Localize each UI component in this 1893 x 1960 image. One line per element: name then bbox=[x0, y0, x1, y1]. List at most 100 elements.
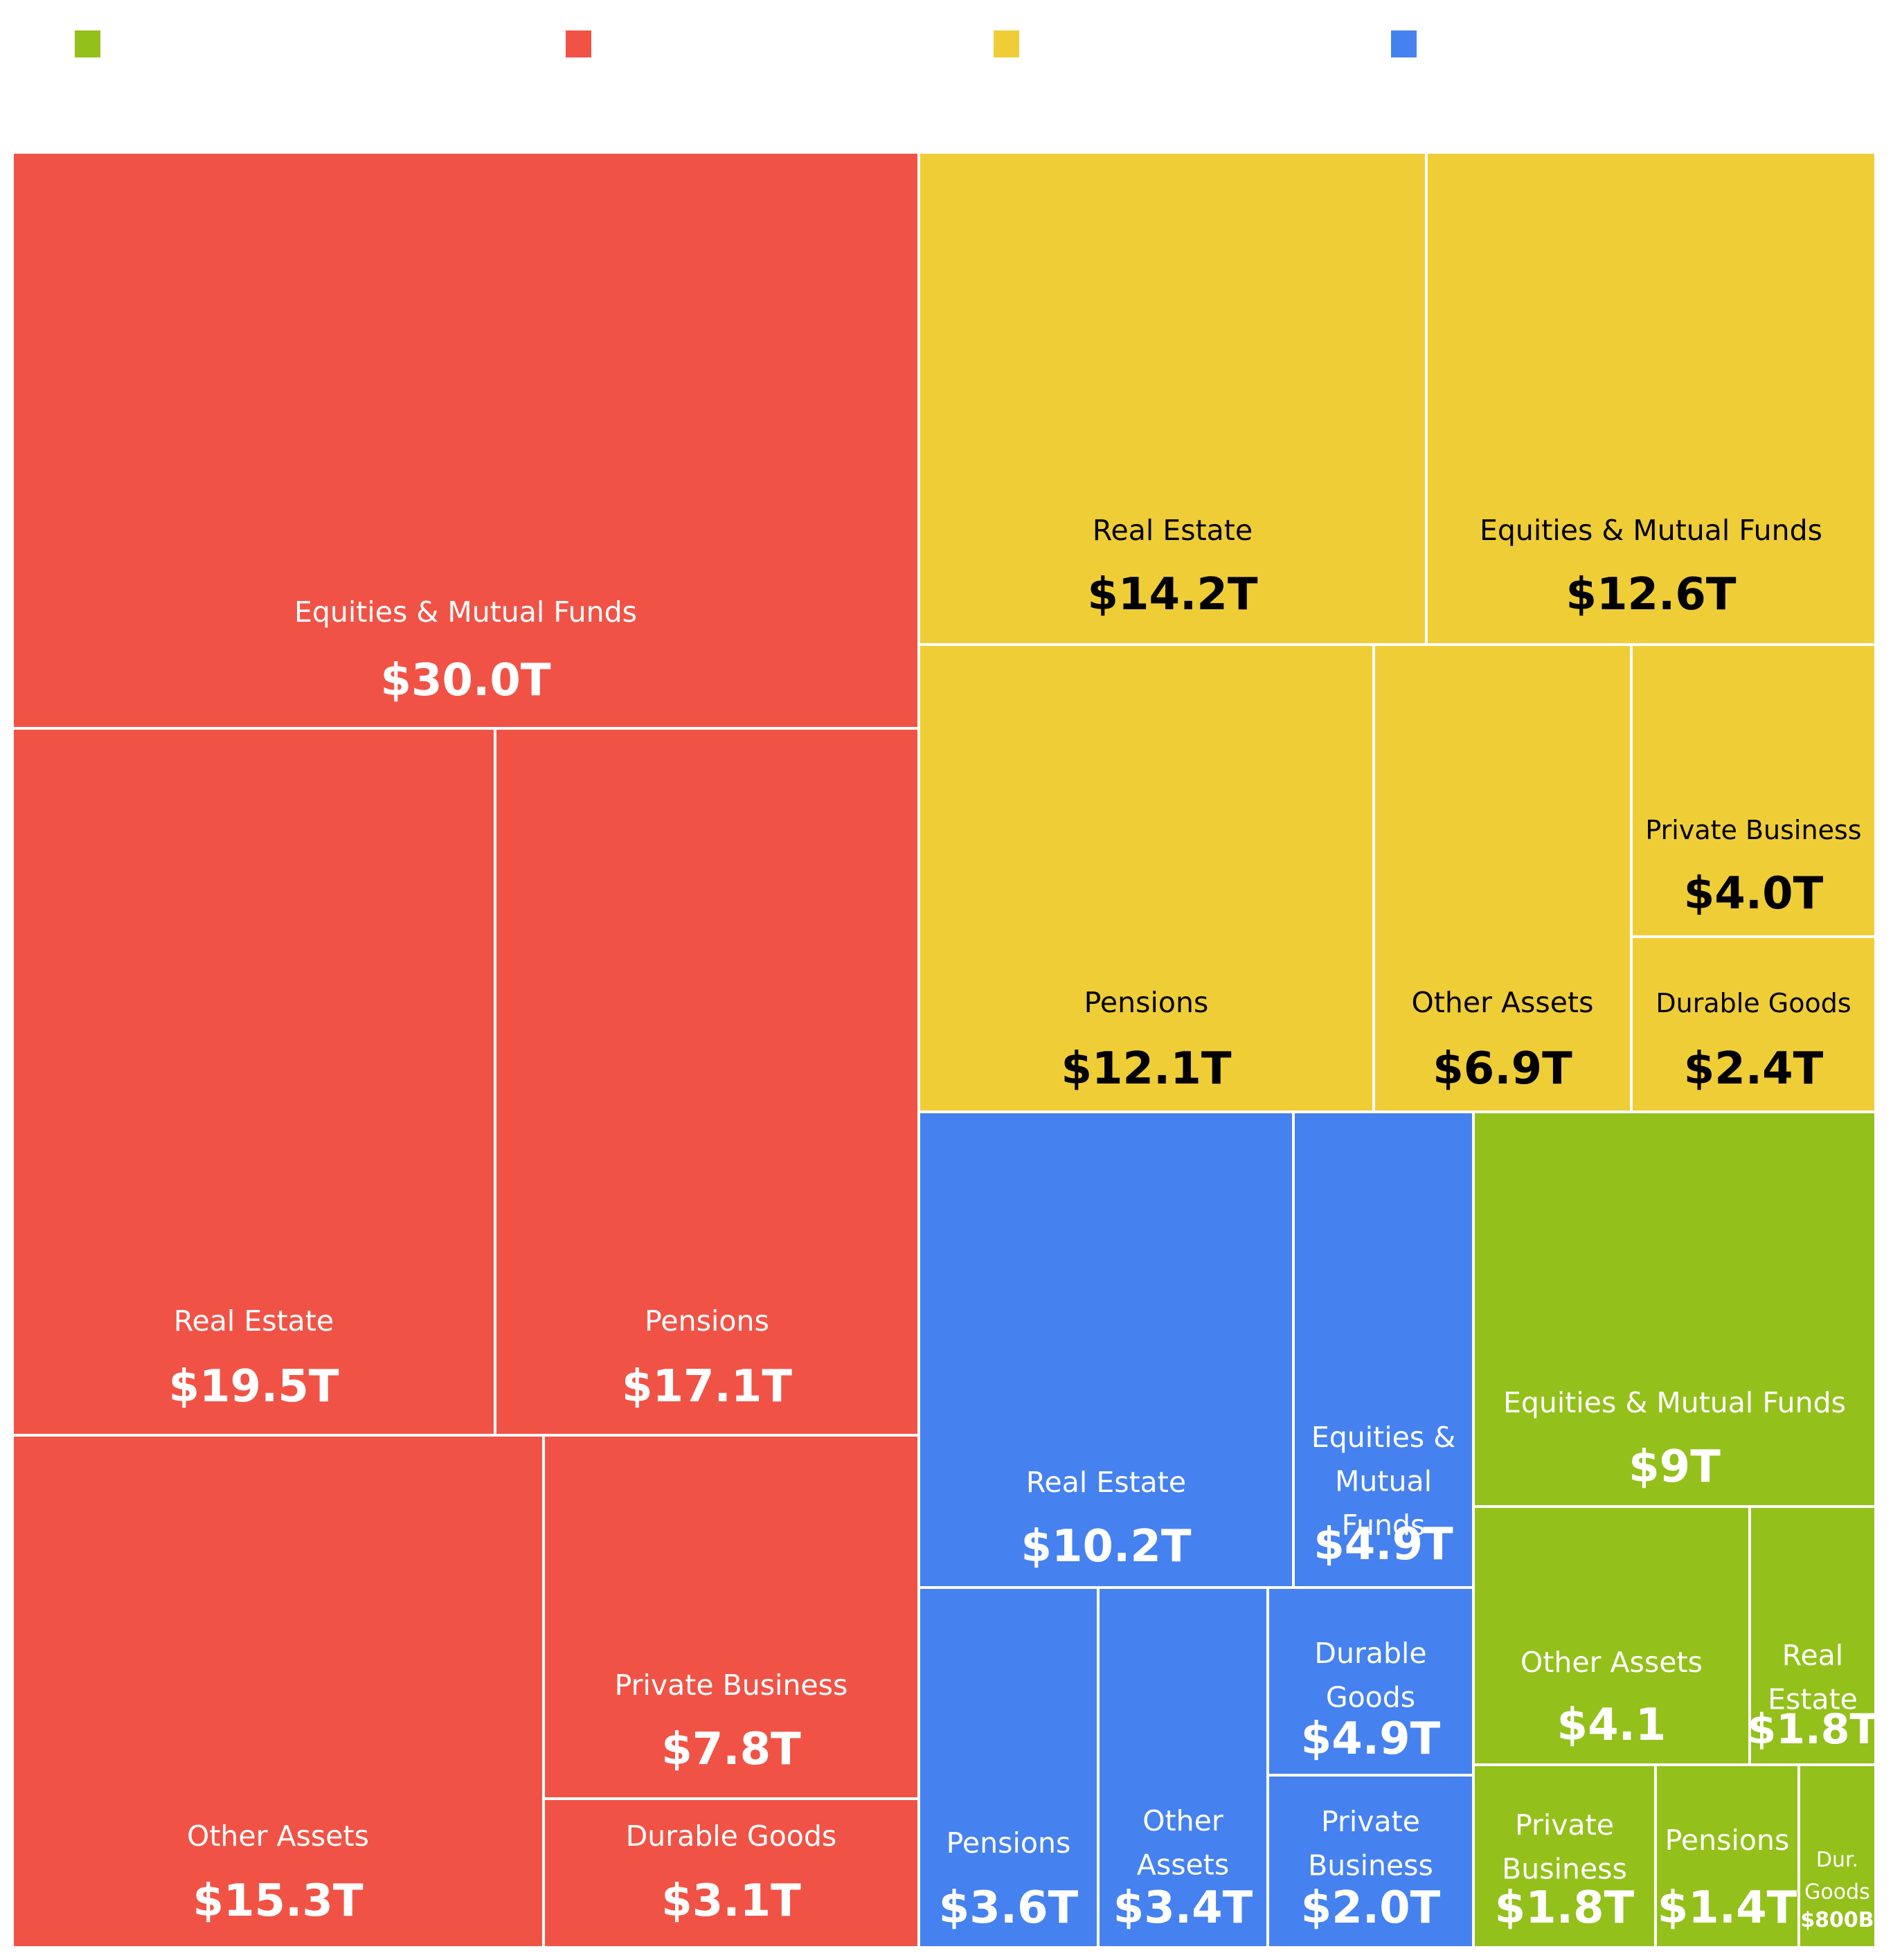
legend-swatch-3 bbox=[994, 30, 1019, 57]
treemap-cell-value: $800B bbox=[1800, 1908, 1874, 1932]
treemap-cell: Real Estate $19.5T bbox=[14, 730, 494, 1434]
treemap-cell-rect bbox=[14, 730, 494, 1434]
treemap-cell-rect bbox=[920, 1589, 1097, 1946]
treemap-cell: Durable Goods $2.4T bbox=[1633, 938, 1874, 1111]
treemap-cell: Real Estate $14.2T bbox=[920, 154, 1425, 643]
treemap-cell-value: $4.0T bbox=[1684, 868, 1824, 919]
treemap-cell-label: Private Business bbox=[1502, 1808, 1627, 1886]
treemap-cell-label: Durable Goods bbox=[626, 1819, 837, 1853]
treemap-cell-value: $10.2T bbox=[1021, 1521, 1191, 1572]
treemap-cell-label: Private Business bbox=[1308, 1805, 1433, 1882]
treemap-cell-value: $17.1T bbox=[622, 1361, 792, 1412]
treemap-cell-label: Real Estate bbox=[1768, 1639, 1858, 1716]
treemap-cell-label: Equities & Mutual Funds bbox=[1480, 514, 1822, 547]
treemap-cell-label: Real Estate bbox=[1026, 1466, 1186, 1499]
treemap-cell: Dur. Goods $800B bbox=[1800, 1766, 1874, 1946]
treemap-cell: Pensions $12.1T bbox=[920, 646, 1372, 1111]
treemap-cell: Private Business $7.8T bbox=[545, 1437, 917, 1797]
treemap-cell: Other Assets $15.3T bbox=[14, 1437, 542, 1946]
treemap-cell: Equities & Mutual Funds$4.9T bbox=[1295, 1113, 1472, 1586]
treemap-cell-value: $2.4T bbox=[1684, 1043, 1824, 1095]
treemap-cell-rect bbox=[1751, 1508, 1874, 1763]
treemap-cell: Equities & Mutual Funds $12.6T bbox=[1428, 154, 1874, 643]
treemap-cells: Equities & Mutual Funds $30.0T Real Estate… bbox=[14, 154, 1878, 1946]
treemap-cell-label: Pensions bbox=[1665, 1824, 1790, 1857]
treemap-cell-rect bbox=[1428, 154, 1874, 643]
treemap-cell: Other Assets $4.1 bbox=[1475, 1508, 1748, 1763]
treemap-cell-rect bbox=[1633, 938, 1874, 1111]
treemap-cell-label: Other Assets bbox=[1137, 1804, 1229, 1882]
treemap-cell: Pensions $3.6T bbox=[920, 1589, 1097, 1946]
treemap-cell: Private Business $4.0T bbox=[1633, 646, 1874, 935]
treemap-cell-label: Other Assets bbox=[1412, 986, 1594, 1019]
treemap-cell-rect bbox=[1375, 646, 1630, 1111]
treemap-cell-value: $9T bbox=[1629, 1441, 1721, 1493]
treemap-cell-value: $1.8T bbox=[1495, 1882, 1635, 1934]
treemap-cell-rect bbox=[920, 646, 1372, 1111]
treemap-cell-label: Durable Goods bbox=[1656, 988, 1851, 1018]
treemap-cell-value: $4.9T bbox=[1301, 1714, 1441, 1765]
treemap-cell-value: $3.1T bbox=[661, 1876, 801, 1927]
treemap-cell: Durable Goods $3.1T bbox=[545, 1800, 917, 1946]
treemap-cell-label: Other Assets bbox=[187, 1819, 369, 1853]
treemap-cell-rect bbox=[1269, 1777, 1472, 1946]
treemap-cell: Equities & Mutual Funds $30.0T bbox=[14, 154, 917, 727]
treemap-cell-label: Private Business bbox=[1645, 815, 1861, 845]
treemap-cell: Other Assets $6.9T bbox=[1375, 646, 1630, 1111]
treemap-cell-label: Real Estate bbox=[1093, 514, 1253, 547]
treemap-cell-label: Real Estate bbox=[174, 1304, 334, 1338]
treemap-cell-label: Equities & Mutual Funds bbox=[1503, 1386, 1846, 1419]
treemap-cell-rect bbox=[496, 730, 917, 1434]
treemap-cell-value: $3.4T bbox=[1113, 1882, 1253, 1934]
treemap-cell-rect bbox=[1100, 1589, 1266, 1946]
treemap-cell-label: Other Assets bbox=[1520, 1646, 1703, 1679]
treemap-cell-rect bbox=[920, 154, 1425, 643]
treemap-cell-value: $1.8T bbox=[1748, 1705, 1878, 1754]
treemap-cell: Pensions $17.1T bbox=[496, 730, 917, 1434]
treemap-cell: Equities & Mutual Funds $9T bbox=[1475, 1113, 1874, 1505]
treemap-cell-rect bbox=[1633, 646, 1874, 935]
treemap-cell-value: $15.3T bbox=[192, 1876, 363, 1927]
treemap-cell-label: Private Business bbox=[615, 1669, 848, 1702]
treemap-cell: Private Business$2.0T bbox=[1269, 1777, 1472, 1946]
treemap-cell-rect bbox=[545, 1800, 917, 1946]
treemap-cell: Pensions $1.4T bbox=[1657, 1766, 1797, 1946]
treemap-cell-value: $12.1T bbox=[1061, 1043, 1231, 1095]
treemap-cell-value: $3.6T bbox=[939, 1882, 1079, 1934]
treemap-cell-rect bbox=[1269, 1589, 1472, 1774]
treemap-cell-rect bbox=[1475, 1766, 1654, 1946]
treemap-cell-rect bbox=[14, 1437, 542, 1946]
treemap-cell: Private Business$1.8T bbox=[1475, 1766, 1654, 1946]
treemap-cell-rect bbox=[1475, 1508, 1748, 1763]
treemap-cell-value: $14.2T bbox=[1087, 569, 1257, 620]
treemap-cell-label: Durable Goods bbox=[1314, 1637, 1426, 1714]
treemap-cell-value: $30.0T bbox=[380, 655, 550, 706]
treemap-cell-value: $2.0T bbox=[1301, 1882, 1441, 1934]
treemap-cell-label: Equities & Mutual Funds bbox=[294, 595, 637, 629]
treemap-cell-label: Pensions bbox=[946, 1826, 1071, 1860]
legend-swatch-2 bbox=[566, 30, 591, 57]
treemap-cell-label: Pensions bbox=[645, 1304, 769, 1338]
treemap-cell-rect bbox=[1475, 1113, 1874, 1505]
treemap-cell: Durable Goods$4.9T bbox=[1269, 1589, 1472, 1774]
treemap-cell-value: $4.1 bbox=[1557, 1700, 1667, 1751]
treemap-cell-rect bbox=[920, 1113, 1292, 1586]
treemap-cell-value: $19.5T bbox=[168, 1361, 339, 1412]
legend-swatch-4 bbox=[1391, 30, 1417, 57]
treemap-cell-value: $12.6T bbox=[1565, 569, 1736, 620]
legend bbox=[75, 30, 1417, 57]
treemap-cell-rect bbox=[1657, 1766, 1797, 1946]
treemap-cell: Other Assets$3.4T bbox=[1100, 1589, 1266, 1946]
treemap-cell-value: $1.4T bbox=[1658, 1882, 1797, 1934]
treemap-cell-rect bbox=[14, 154, 917, 727]
treemap-cell: Real Estate$1.8T bbox=[1748, 1508, 1878, 1763]
treemap-cell-label: Equities & Mutual Funds bbox=[1311, 1421, 1455, 1542]
treemap-cell-label: Dur. Goods bbox=[1804, 1848, 1870, 1905]
treemap-cell-rect bbox=[1800, 1766, 1874, 1946]
treemap-cell-label: Pensions bbox=[1084, 986, 1209, 1019]
treemap-cell: Real Estate $10.2T bbox=[920, 1113, 1292, 1586]
treemap-cell-rect bbox=[545, 1437, 917, 1797]
treemap-cell-value: $7.8T bbox=[661, 1724, 801, 1775]
treemap-cell-value: $6.9T bbox=[1433, 1043, 1572, 1095]
